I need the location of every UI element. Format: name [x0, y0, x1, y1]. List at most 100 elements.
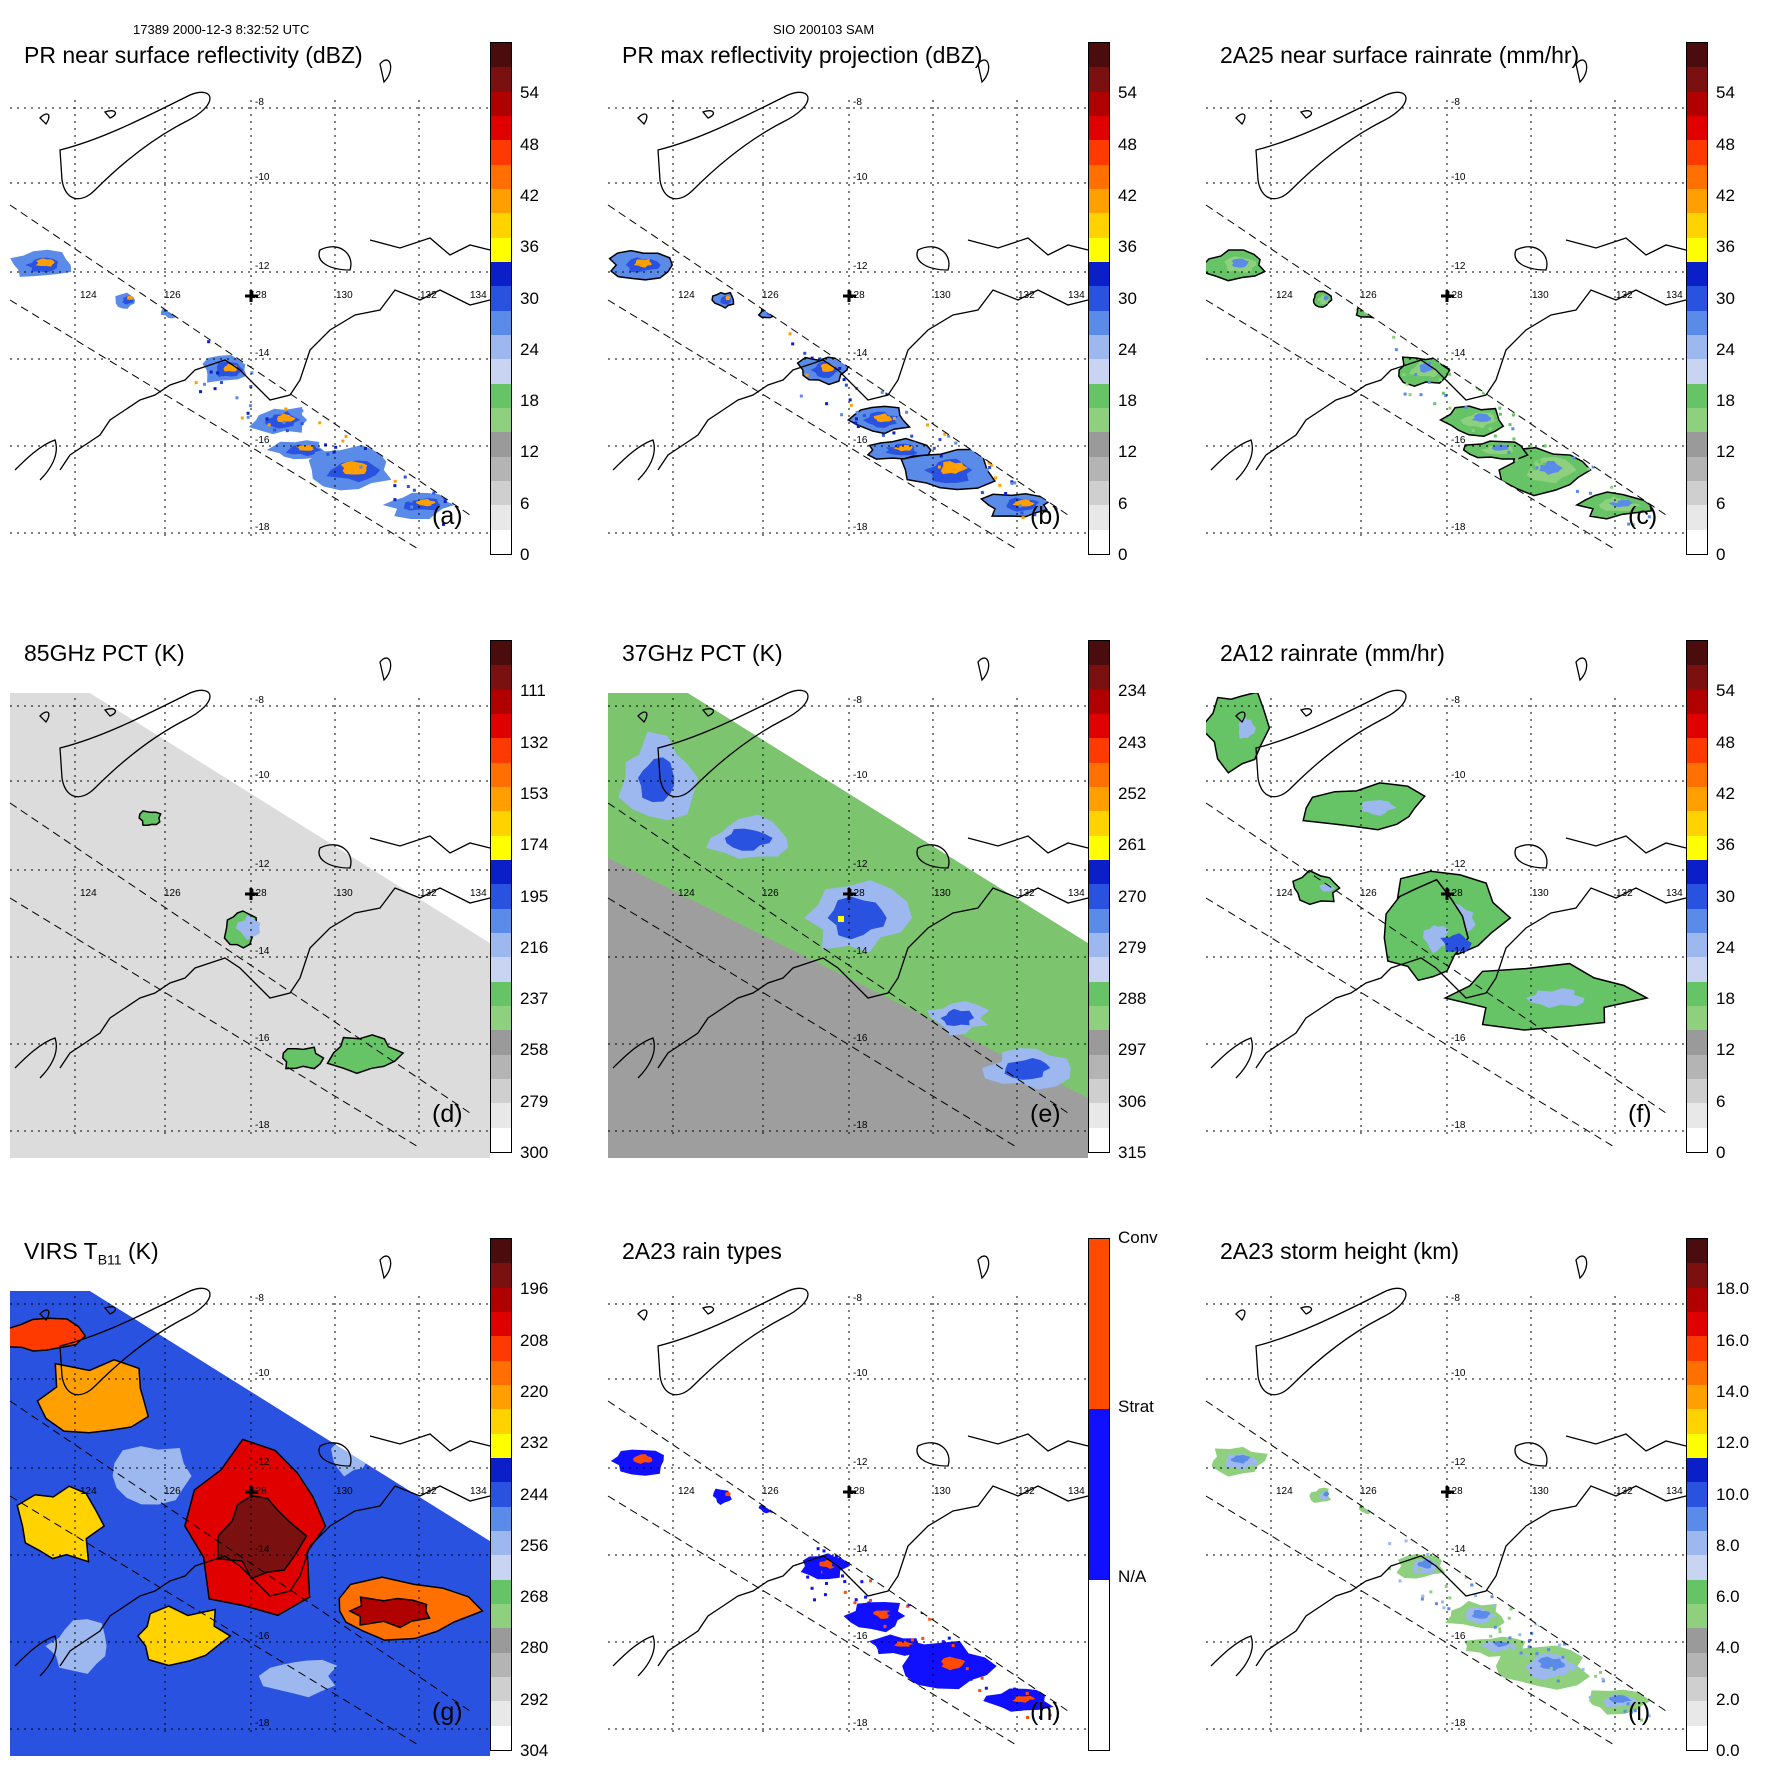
- colorbar-segment: [491, 835, 511, 860]
- colorbar-tick: 30: [1118, 288, 1137, 308]
- panel-title-a: PR near surface reflectivity (dBZ): [24, 42, 363, 68]
- colorbar-tick: 306: [1118, 1091, 1147, 1111]
- lon-label: 130: [934, 888, 951, 899]
- swath-edges: [1205, 204, 1667, 551]
- colorbar-segment: [1687, 1555, 1707, 1580]
- radar-cross-icon: [245, 888, 258, 900]
- colorbar-segment: [1687, 1433, 1707, 1458]
- panel-g: 124 126 128 130 132 134 -8 -10 -12 -14 -16 -18 VIRS…: [0, 1196, 548, 1760]
- tmi-swath: [10, 693, 490, 1158]
- colorbar-segment: [1089, 529, 1109, 554]
- colorbar-segment: [1687, 1482, 1707, 1507]
- case-id: SIO 200103 SAM: [773, 22, 875, 37]
- colorbar-tick: 42: [520, 185, 539, 205]
- colorbar-segment: [1089, 1579, 1109, 1637]
- colorbar-tick: 244: [520, 1484, 549, 1504]
- colorbar-segment: [491, 456, 511, 481]
- colorbar-segment: [1089, 932, 1109, 958]
- lat-label: -8: [1451, 1293, 1460, 1304]
- lon-label: 124: [678, 1486, 695, 1497]
- colorbar-segment: [491, 188, 511, 214]
- timor-island: [1255, 1287, 1407, 1396]
- colorbar-segment: [1687, 665, 1707, 690]
- lon-label: 134: [1068, 290, 1085, 301]
- colorbar-segment: [491, 1725, 511, 1750]
- coast-southwest: [1210, 1037, 1253, 1079]
- colorbar-segment: [491, 859, 511, 885]
- coast-southwest: [1210, 1635, 1253, 1677]
- panel-a: 124 126 128 130 132 134 -8 -10 -12 -14 -16 -18 PR n…: [0, 0, 539, 564]
- colorbar-segment: [1687, 786, 1707, 812]
- small-islands: [1235, 110, 1313, 126]
- colorbar-segment: [1687, 1384, 1707, 1410]
- lat-label: -18: [255, 1718, 270, 1729]
- colorbar-segment: [1687, 689, 1707, 714]
- colorbar-tick: 216: [520, 937, 549, 957]
- swath-edges: [1205, 802, 1667, 1149]
- coast-southwest: [14, 439, 57, 481]
- colorbar-tick: 256: [520, 1535, 549, 1555]
- colorbar-tick: 36: [1716, 835, 1735, 855]
- lat-label: -8: [853, 1293, 862, 1304]
- radar-cross-icon: [843, 290, 856, 302]
- colorbar-segment: [1089, 334, 1109, 360]
- colorbar-segment: [491, 213, 511, 238]
- colorbar-segment: [1089, 1127, 1109, 1152]
- map-f: 124 126 128 130 132 134 -8 -10 -12 -14 -16 -18: [1205, 657, 1692, 1149]
- colorbar-segment: [1687, 383, 1707, 408]
- data-layer: [1206, 249, 1653, 527]
- colorbar-segment: [1089, 1103, 1109, 1128]
- colorbar-segment: [1089, 164, 1109, 189]
- colorbar-tick: 280: [520, 1638, 549, 1658]
- coastline: [1210, 1255, 1687, 1677]
- colorbar-segment: [1687, 932, 1707, 958]
- swath-edges: [607, 1400, 1069, 1747]
- radar-cross-icon: [245, 290, 258, 302]
- colorbar-tick: 54: [1716, 83, 1735, 103]
- lat-label: -18: [1451, 522, 1466, 533]
- colorbar-segment: [491, 1457, 511, 1483]
- lon-label: 130: [1532, 888, 1549, 899]
- panel-title-g: VIRS TB11 (K): [24, 1238, 159, 1268]
- colorbar-tick: 111: [520, 681, 546, 701]
- lat-lon-grid: [608, 1296, 1094, 1736]
- colorbar-segment: [1687, 1701, 1707, 1726]
- lat-label: -14: [853, 946, 868, 957]
- colorbar-tick: 6.0: [1716, 1587, 1740, 1607]
- colorbar-segment: [1687, 334, 1707, 360]
- colorbar-segment: [1089, 115, 1109, 141]
- lat-label: -16: [853, 1033, 868, 1044]
- colorbar-segment: [1687, 1530, 1707, 1556]
- colorbar-tick: 36: [1716, 237, 1735, 257]
- colorbar-tick: Strat: [1118, 1397, 1154, 1417]
- colorbar-segment: [1687, 43, 1707, 68]
- colorbar-segment: [1687, 91, 1707, 116]
- colorbar-segment: [1687, 1127, 1707, 1152]
- coast-southwest: [612, 1037, 655, 1079]
- timor-island: [59, 1287, 211, 1396]
- colorbar-segment: [1687, 456, 1707, 481]
- colorbar-tick: 297: [1118, 1040, 1147, 1060]
- colorbar-i: [1686, 1238, 1708, 1751]
- colorbar-c: [1686, 42, 1708, 555]
- colorbar-tick: Conv: [1118, 1228, 1158, 1247]
- rain-swath: [1211, 1446, 1659, 1735]
- colorbar-segment: [491, 140, 511, 165]
- colorbar-segment: [1687, 1457, 1707, 1483]
- colorbar-segment: [1089, 456, 1109, 481]
- colorbar-tick: 196: [520, 1279, 549, 1299]
- lon-label: 126: [1360, 888, 1377, 899]
- colorbar-tick: 2.0: [1716, 1689, 1740, 1709]
- lat-lon-grid: [608, 100, 1094, 540]
- colorbar-segment: [1089, 310, 1109, 335]
- colorbar-segment: [1687, 1360, 1707, 1385]
- lat-label: -18: [1451, 1120, 1466, 1131]
- colorbar-segment: [1089, 689, 1109, 714]
- timor-island: [657, 689, 809, 798]
- colorbar-segment: [1687, 1078, 1707, 1104]
- colorbar-segment: [491, 310, 511, 335]
- colorbar-segment: [1089, 957, 1109, 982]
- colorbar-segment: [1089, 981, 1109, 1006]
- colorbar-tick: 12: [520, 442, 539, 462]
- colorbar-tick: 18: [1716, 989, 1735, 1009]
